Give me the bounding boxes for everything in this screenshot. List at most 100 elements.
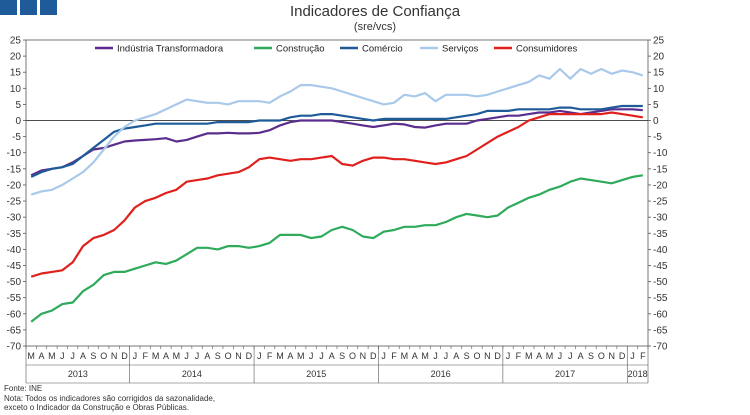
logo-square <box>0 0 17 15</box>
x-tick-label: J <box>568 351 573 361</box>
y-tick-label-left: -70 <box>7 342 22 353</box>
x-tick-label: F <box>516 351 522 361</box>
x-tick-label: N <box>360 351 367 361</box>
logo-square <box>20 0 37 15</box>
logo <box>0 0 57 15</box>
legend-label-industria: Indústria Transformadora <box>117 44 224 55</box>
x-tick-label: M <box>276 351 284 361</box>
x-tick-label: S <box>588 351 594 361</box>
series-line-servicos <box>30 67 644 196</box>
x-tick-label: J <box>257 351 262 361</box>
x-tick-label: J <box>309 351 314 361</box>
x-tick-label: M <box>152 351 160 361</box>
series-line-industria <box>30 108 643 177</box>
x-tick-label: S <box>464 351 470 361</box>
x-tick-label: M <box>546 351 554 361</box>
y-tick-label-right: 0 <box>653 116 659 127</box>
y-tick-label-left: -30 <box>7 213 22 224</box>
y-tick-label-left: -20 <box>7 180 22 191</box>
y-tick-label-right: -65 <box>653 325 668 336</box>
x-tick-label: A <box>329 351 335 361</box>
x-tick-label: A <box>80 351 86 361</box>
x-tick-label: A <box>412 351 418 361</box>
y-tick-label-left: 25 <box>10 36 22 47</box>
x-tick-label: A <box>163 351 169 361</box>
y-tick-label-right: -25 <box>653 197 668 208</box>
y-tick-label-left: -60 <box>7 309 22 320</box>
year-label: 2014 <box>182 369 202 379</box>
year-label: 2016 <box>431 369 451 379</box>
x-tick-label: D <box>121 351 128 361</box>
x-tick-label: O <box>225 351 232 361</box>
x-tick-label: J <box>433 351 438 361</box>
note-line-1: Nota: Todos os indicadores são corrigido… <box>4 393 216 403</box>
year-label: 2013 <box>68 369 88 379</box>
y-tick-label-right: -50 <box>653 277 668 288</box>
source-note: Fonte: INE <box>4 384 43 393</box>
y-tick-label-left: -40 <box>7 245 22 256</box>
series-line-comercio <box>30 104 643 178</box>
note-line-2: exceto o Indicador da Construção e Obras… <box>4 403 189 412</box>
x-tick-label: S <box>90 351 96 361</box>
x-tick-label: S <box>339 351 345 361</box>
x-tick-label: J <box>558 351 563 361</box>
chart-notes: Fonte: INE Nota: Todos os indicadores sã… <box>4 384 215 413</box>
x-tick-label: M <box>173 351 181 361</box>
y-tick-label-right: -10 <box>653 148 668 159</box>
x-tick-label: J <box>319 351 324 361</box>
x-tick-label: M <box>297 351 305 361</box>
x-tick-label: J <box>444 351 449 361</box>
y-tick-label-left: -55 <box>7 293 22 304</box>
x-tick-label: A <box>287 351 293 361</box>
y-tick-label-right: 15 <box>653 68 665 79</box>
y-tick-label-right: -45 <box>653 261 668 272</box>
x-tick-label: D <box>370 351 377 361</box>
series-line-construcao <box>30 174 643 323</box>
x-tick-label: O <box>349 351 356 361</box>
chart-subtitle: (sre/vcs) <box>353 21 397 33</box>
y-tick-label-left: 5 <box>15 100 21 111</box>
y-tick-label-right: -15 <box>653 164 668 175</box>
x-tick-label: A <box>39 351 45 361</box>
series-line-consumidores <box>30 111 643 278</box>
y-tick-label-left: -45 <box>7 261 22 272</box>
year-label: 2015 <box>306 369 326 379</box>
x-tick-label: J <box>133 351 138 361</box>
legend-label-consumidores: Consumidores <box>516 44 577 55</box>
logo-square <box>40 0 57 15</box>
y-tick-label-right: 10 <box>653 84 665 95</box>
x-tick-label: J <box>630 351 635 361</box>
x-tick-label: J <box>70 351 75 361</box>
x-tick-label: J <box>184 351 189 361</box>
x-tick-label: M <box>525 351 533 361</box>
y-tick-label-left: -50 <box>7 277 22 288</box>
x-tick-label: J <box>506 351 511 361</box>
y-tick-label-right: -20 <box>653 180 668 191</box>
y-tick-label-right: -5 <box>653 132 662 143</box>
x-tick-label: M <box>27 351 35 361</box>
x-tick-label: J <box>195 351 200 361</box>
x-tick-label: F <box>391 351 397 361</box>
y-tick-label-left: -25 <box>7 197 22 208</box>
chart-title: Indicadores de Confiança <box>289 3 461 20</box>
year-label: 2018 <box>628 369 648 379</box>
x-tick-label: J <box>60 351 65 361</box>
x-tick-label: M <box>421 351 429 361</box>
y-tick-label-right: 5 <box>653 100 659 111</box>
x-tick-label: N <box>235 351 242 361</box>
legend-label-comercio: Comércio <box>362 44 403 55</box>
x-tick-label: M <box>401 351 409 361</box>
y-tick-label-right: -70 <box>653 342 668 353</box>
y-tick-label-left: 0 <box>15 116 21 127</box>
x-tick-label: D <box>619 351 626 361</box>
x-tick-label: D <box>494 351 501 361</box>
y-tick-label-left: -65 <box>7 325 22 336</box>
x-tick-label: J <box>381 351 386 361</box>
y-tick-label-right: 20 <box>653 52 665 63</box>
y-tick-label-left: 10 <box>10 84 22 95</box>
legend-label-construcao: Construção <box>276 44 325 55</box>
y-tick-label-left: -35 <box>7 229 22 240</box>
x-tick-label: M <box>48 351 56 361</box>
x-tick-label: O <box>598 351 605 361</box>
x-tick-label: A <box>204 351 210 361</box>
